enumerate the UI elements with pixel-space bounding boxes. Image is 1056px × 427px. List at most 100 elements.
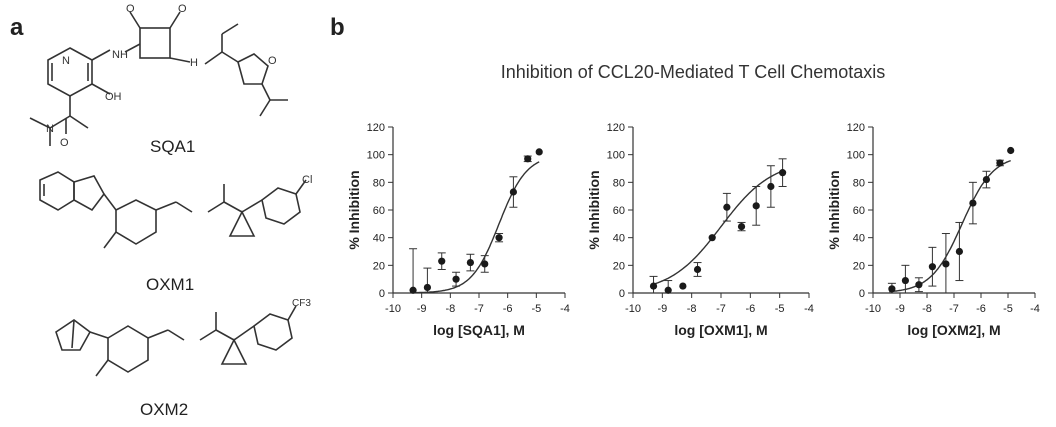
data-point (509, 188, 517, 196)
data-point (649, 282, 658, 290)
x-tick-label: -4 (560, 303, 570, 315)
y-tick-label: 40 (373, 233, 385, 245)
o-label-2: O (178, 3, 187, 15)
oxm2-label: OXM2 (140, 400, 188, 419)
data-point (779, 169, 787, 177)
x-tick-label: -8 (922, 303, 932, 315)
y-tick-label: 20 (613, 260, 625, 272)
y-tick-label: 20 (853, 260, 865, 272)
x-axis-label: log [OXM1], M (674, 322, 767, 338)
y-tick-label: 40 (853, 233, 865, 245)
x-tick-label: -4 (1030, 303, 1040, 315)
x-tick-label: -10 (385, 303, 401, 315)
x-tick-label: -5 (775, 303, 785, 315)
y-tick-label: 120 (847, 122, 865, 134)
data-point (693, 265, 702, 274)
x-tick-label: -8 (445, 303, 455, 315)
data-point (982, 175, 991, 184)
x-tick-label: -7 (716, 303, 726, 315)
data-point (752, 202, 760, 210)
n-pyridine-label: N (62, 55, 70, 67)
cl-label: Cl (302, 174, 312, 186)
y-tick-label: 100 (847, 150, 865, 162)
oxm1-structure (39, 171, 307, 249)
x-tick-label: -10 (625, 303, 641, 315)
data-point (524, 155, 532, 163)
data-point (969, 199, 977, 207)
data-point (901, 276, 910, 285)
x-tick-label: -10 (865, 303, 881, 315)
panel-label-b: b (330, 14, 345, 41)
data-point (915, 281, 923, 289)
y-tick-label: 60 (613, 205, 625, 217)
y-tick-label: 100 (367, 150, 385, 162)
y-tick-label: 0 (619, 288, 625, 300)
x-tick-label: -6 (976, 303, 986, 315)
oh-label: OH (105, 91, 122, 103)
y-tick-label: 120 (607, 122, 625, 134)
x-tick-label: -5 (1003, 303, 1013, 315)
x-axis-label: log [SQA1], M (433, 322, 525, 338)
y-tick-label: 0 (859, 288, 865, 300)
fit-curve (650, 170, 783, 286)
data-point (423, 283, 431, 292)
data-point (723, 203, 731, 211)
data-point (481, 260, 489, 268)
oxm1-label: OXM1 (146, 275, 194, 294)
y-axis-label: % Inhibition (826, 170, 842, 249)
data-point (1007, 146, 1015, 155)
fit-curve (889, 159, 1011, 293)
data-point (438, 257, 446, 265)
o-amide-label: O (60, 137, 69, 149)
sqa1-structure (29, 11, 288, 146)
data-point (888, 285, 896, 293)
chart-panel-2: 0 20 40 60 80 100 120 -10 -9 -8 -7 -6 -5 -4 log [OXM1]… (586, 122, 814, 338)
chart-panel-1: 0 20 40 60 80 100 120 -10 -9 -8 -7 -6 -5 -4 log [SQA1]… (346, 122, 570, 338)
x-tick-label: -9 (417, 303, 427, 315)
data-point (928, 263, 937, 271)
panel-label-a: a (10, 14, 24, 41)
y-axis-label: % Inhibition (346, 170, 362, 249)
data-point (708, 234, 716, 242)
o-furan-label: O (268, 55, 277, 67)
y-tick-label: 0 (379, 288, 385, 300)
y-axis-label: % Inhibition (586, 170, 602, 249)
oxm2-structure (55, 305, 297, 377)
y-tick-label: 60 (373, 205, 385, 217)
chart-title: Inhibition of CCL20-Mediated T Cell Chem… (500, 62, 886, 82)
data-point (955, 247, 964, 256)
x-tick-label: -7 (474, 303, 484, 315)
x-tick-label: -6 (503, 303, 513, 315)
chart-panel-3: 0 20 40 60 80 100 120 -10 -9 -8 -7 -6 -5 -4 log [OXM2]… (826, 122, 1040, 338)
y-tick-label: 40 (613, 233, 625, 245)
y-tick-label: 120 (367, 122, 385, 134)
chemical-structures: OH NH H O O O N N O SQA1 (29, 3, 312, 419)
x-tick-label: -8 (687, 303, 697, 315)
y-tick-label: 80 (373, 177, 385, 189)
data-point (466, 258, 474, 267)
cf3-label: CF3 (292, 298, 311, 309)
x-tick-label: -9 (895, 303, 905, 315)
nh-label: NH (112, 49, 128, 61)
y-tick-label: 80 (613, 177, 625, 189)
x-tick-label: -5 (531, 303, 541, 315)
fit-curve (410, 161, 540, 294)
data-point (452, 275, 460, 283)
x-tick-label: -9 (657, 303, 667, 315)
y-tick-label: 20 (373, 260, 385, 272)
data-point (996, 159, 1004, 167)
x-tick-label: -4 (804, 303, 814, 315)
sqa1-label: SQA1 (150, 137, 195, 156)
x-tick-label: -6 (745, 303, 755, 315)
data-point (409, 286, 417, 294)
data-point (942, 260, 950, 268)
x-axis-label: log [OXM2], M (907, 322, 1000, 338)
nh-label-2: H (190, 57, 198, 69)
o-label: O (126, 3, 135, 15)
data-point (495, 234, 503, 242)
y-tick-label: 80 (853, 177, 865, 189)
y-tick-label: 60 (853, 205, 865, 217)
data-point (664, 286, 672, 294)
